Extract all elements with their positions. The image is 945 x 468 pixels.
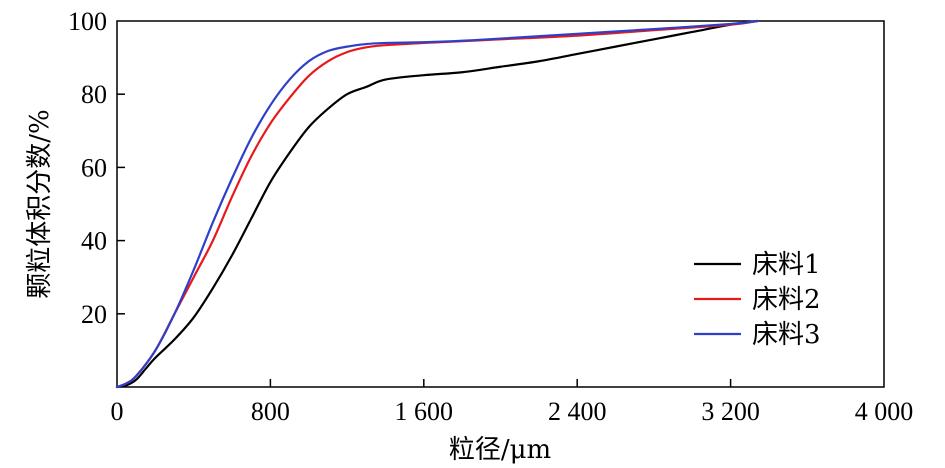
legend-label-1: 床料1 (752, 250, 821, 280)
x-tick-label: 2 400 (548, 397, 607, 426)
x-tick-label: 3 200 (701, 397, 760, 426)
series-line-1 (115, 19, 759, 389)
x-tick-label: 800 (251, 397, 290, 426)
legend-label-2: 床料2 (752, 285, 821, 315)
plot-area-frame (116, 20, 885, 388)
x-tick-label: 1 600 (395, 397, 454, 426)
y-axis-title: 颗粒体积分数/% (25, 109, 55, 298)
series-line-3 (115, 19, 759, 389)
series-lines (115, 19, 759, 389)
series-line-2 (115, 19, 759, 389)
y-tick-label: 40 (81, 227, 107, 256)
axis-ticks: 0 800 1 600 2 400 3 200 4 000 20 40 60 80 100 (68, 7, 913, 426)
y-tick-label: 20 (81, 300, 107, 329)
y-tick-label: 100 (68, 7, 107, 36)
x-tick-label: 4 000 (855, 397, 914, 426)
legend: 床料1 床料2 床料3 (694, 250, 821, 350)
legend-label-3: 床料3 (752, 320, 821, 350)
y-tick-label: 80 (81, 80, 107, 109)
x-tick-label: 0 (111, 397, 124, 426)
y-tick-label: 60 (81, 153, 107, 182)
x-axis-title: 粒径/μm (449, 435, 551, 465)
